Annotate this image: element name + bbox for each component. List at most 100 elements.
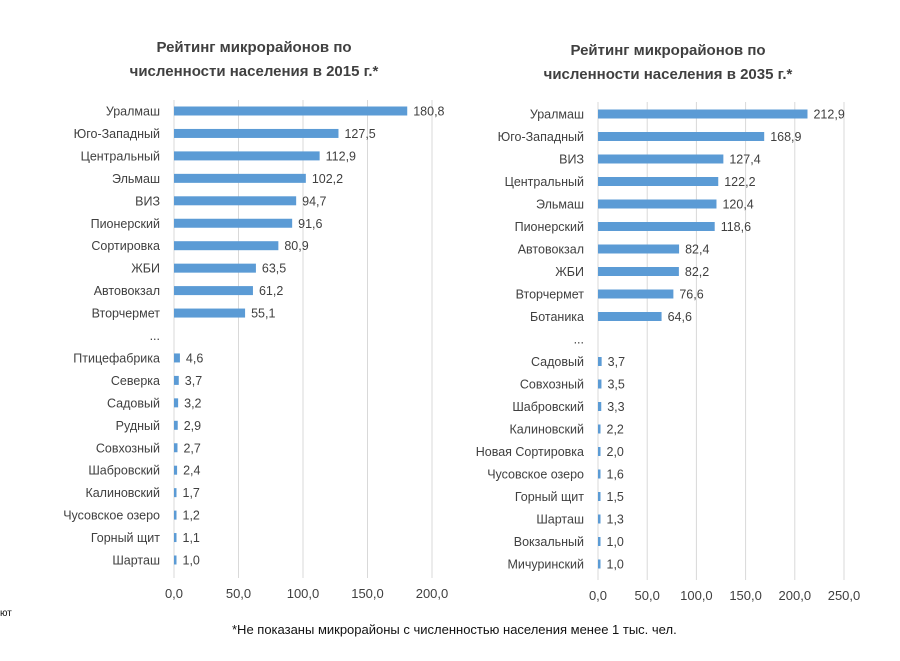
chart1-data-label: 1,1 — [183, 531, 200, 545]
chart1-category-label: Северка — [111, 374, 160, 388]
chart2-data-label: 120,4 — [722, 198, 753, 212]
chart1-data-label: 2,9 — [184, 419, 201, 433]
chart1-category-label: Сортировка — [91, 239, 160, 253]
chart1-data-label: 3,2 — [184, 396, 201, 410]
chart1-bar — [174, 510, 177, 520]
chart2-category-label: Юго-Западный — [498, 130, 584, 144]
chart2-category-label: Мичуринский — [507, 558, 584, 572]
chart1-bar — [174, 398, 179, 408]
chart1-data-label: 1,0 — [183, 554, 200, 568]
chart2-category-label: Совхозный — [520, 378, 584, 392]
chart2-data-label: 82,4 — [685, 243, 709, 257]
chart2-x-tick-label: 150,0 — [729, 588, 762, 603]
chart1-data-label: 3,7 — [185, 374, 202, 388]
chart1-data-label: 80,9 — [284, 239, 308, 253]
chart2-category-label: Центральный — [505, 175, 584, 189]
chart1-bar — [174, 533, 177, 543]
chart2-bar — [598, 537, 601, 546]
chart1-category-label: ЖБИ — [131, 262, 160, 276]
chart2-x-tick-label: 50,0 — [635, 588, 660, 603]
chart1-data-label: 2,7 — [183, 441, 200, 455]
chart1-title-line-2: численности населения в 2015 г.* — [130, 63, 379, 80]
chart2-data-label: 1,6 — [607, 468, 624, 482]
chart2-bar — [598, 379, 602, 389]
chart1-category-label: Чусовское озеро — [63, 509, 160, 523]
chart1-data-label: 55,1 — [251, 307, 275, 321]
chart2-bar — [598, 244, 680, 254]
chart1-bar — [174, 128, 339, 138]
chart2-category-label: Калиновский — [509, 423, 584, 437]
chart2-bar — [598, 402, 602, 411]
chart2-bar — [598, 559, 601, 569]
chart2-category-label: Эльмаш — [536, 198, 584, 212]
chart1-category-label: Рудный — [116, 419, 160, 433]
chart2-data-label: 3,5 — [607, 378, 624, 392]
chart2-data-label: 1,5 — [607, 490, 624, 504]
chart2-data-label: 118,6 — [721, 220, 751, 234]
chart1-data-label: 2,4 — [183, 464, 200, 478]
chart2-bar — [598, 492, 601, 501]
chart2-data-label: 64,6 — [668, 310, 692, 324]
chart1-bar — [174, 420, 178, 430]
chart1-data-label: 180,8 — [413, 105, 444, 119]
chart1-data-label: 94,7 — [302, 194, 326, 208]
chart1-data-label: 63,5 — [262, 262, 286, 276]
chart2-bar — [598, 132, 765, 141]
chart2-bar — [598, 312, 662, 321]
chart1-bar — [174, 353, 180, 363]
chart2-bar — [598, 447, 601, 456]
chart2-category-label: Ботаника — [530, 310, 584, 324]
chart1-category-label: Птицефабрика — [73, 351, 160, 365]
chart1-bar — [174, 375, 179, 385]
chart2-bar — [598, 469, 601, 479]
chart2-data-label: 1,0 — [607, 558, 624, 572]
chart2-data-label: 82,2 — [685, 265, 709, 279]
chart2-x-tick-label: 0,0 — [589, 588, 607, 603]
chart2-data-label: 3,3 — [607, 400, 624, 414]
chart2-bar — [598, 424, 601, 434]
chart2-bar — [598, 222, 715, 231]
chart1-category-label: Шабровский — [88, 464, 160, 478]
chart2-x-tick-label: 200,0 — [779, 588, 812, 603]
chart1-bar — [174, 263, 256, 273]
chart1-data-label: 112,9 — [326, 149, 356, 163]
chart2-title-line-1: Рейтинг микрорайонов по — [570, 42, 765, 59]
chart2-bar — [598, 514, 601, 524]
chart1-category-label: Центральный — [81, 149, 160, 163]
chart2-category-label: Горный щит — [515, 490, 584, 504]
chart2-bar — [598, 357, 602, 366]
chart2-bar — [598, 177, 719, 186]
chart2-data-label: 122,2 — [724, 175, 755, 189]
edge-fragment-text: ют — [0, 608, 12, 619]
chart1-data-label: 4,6 — [186, 351, 203, 365]
chart2-category-label: Автовокзал — [518, 243, 584, 257]
chart1-data-label: 1,2 — [183, 509, 200, 523]
chart2-category-label: Чусовское озеро — [487, 468, 584, 482]
chart1-bar — [174, 488, 177, 498]
chart1-bar — [174, 196, 297, 206]
footnote: *Не показаны микрорайоны с численностью … — [232, 622, 677, 637]
chart1-category-label: Эльмаш — [112, 172, 160, 186]
chart1-category-label: Совхозный — [96, 441, 160, 455]
chart2-data-label: 2,0 — [607, 445, 624, 459]
chart2-title-line-2: численности населения в 2035 г.* — [544, 66, 793, 83]
chart1-bar — [174, 555, 177, 565]
chart2-x-tick-label: 100,0 — [680, 588, 713, 603]
chart2-bar — [598, 289, 674, 299]
chart2-data-label: 2,2 — [607, 423, 624, 437]
chart1-bar — [174, 151, 320, 161]
chart2-data-label: 1,0 — [607, 535, 624, 549]
chart1-category-label: Юго-Западный — [74, 127, 160, 141]
chart2-data-label: 168,9 — [770, 130, 801, 144]
chart1-x-tick-label: 0,0 — [165, 586, 183, 601]
chart2-category-label: ЖБИ — [555, 265, 584, 279]
chart2-category-label: Шарташ — [536, 513, 584, 527]
chart1-bar — [174, 465, 178, 475]
chart1-category-label: Калиновский — [85, 486, 160, 500]
chart1-x-tick-label: 150,0 — [351, 586, 384, 601]
chart2-category-label: ... — [574, 333, 584, 347]
chart1-category-label: Автовокзал — [94, 284, 160, 298]
chart2-category-label: Садовый — [531, 355, 584, 369]
chart2-data-label: 212,9 — [813, 108, 844, 122]
